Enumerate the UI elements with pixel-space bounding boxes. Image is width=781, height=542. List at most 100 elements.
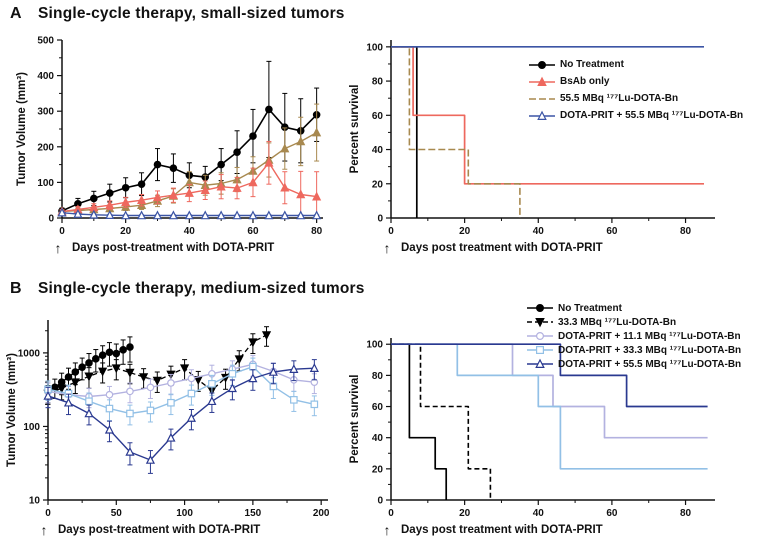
svg-text:0: 0	[388, 226, 394, 237]
series-55-5-mbq-lu-dota-bn	[391, 45, 521, 218]
svg-text:10: 10	[29, 496, 41, 507]
legend-label: DOTA-PRIT + 33.3 MBq ¹⁷⁷Lu-DOTA-Bn	[558, 344, 742, 356]
svg-text:Tumor Volume (mm³): Tumor Volume (mm³)	[6, 353, 18, 467]
series-dota-prit-33-3-mbq-lu-dota-bn	[391, 343, 708, 470]
legend-swatch	[527, 345, 553, 355]
svg-text:20: 20	[120, 226, 132, 237]
svg-text:0: 0	[48, 214, 54, 225]
legend-item-dota-prit-55-5-mbq-lu-dota-bn: DOTA-PRIT + 55.5 MBq ¹⁷⁷Lu-DOTA-Bn	[526, 357, 741, 371]
svg-text:60: 60	[606, 508, 618, 519]
series-bsab-only	[57, 140, 322, 219]
svg-text:80: 80	[372, 371, 384, 382]
legend-item-dota-prit-55-5-mbq-lu-dota-bn: DOTA-PRIT + 55.5 MBq ¹⁷⁷Lu-DOTA-Bn	[528, 107, 743, 124]
svg-text:200: 200	[37, 142, 54, 153]
panel-a-tumor-volume-chart: 0 20 40 60 80 0 100 200 300 400 500 Tumor Volume (m…	[12, 28, 337, 276]
svg-text:40: 40	[533, 508, 545, 519]
legend-item-55-5-mbq-lu-dota-bn: 55.5 MBq ¹⁷⁷Lu-DOTA-Bn	[528, 90, 743, 107]
panel-a-label: A	[10, 5, 22, 22]
svg-text:150: 150	[245, 508, 262, 519]
series-dota-prit-33-3-mbq-lu-dota-bn	[44, 357, 319, 426]
legend-label: DOTA-PRIT + 55.5 MBq ¹⁷⁷Lu-DOTA-Bn	[558, 358, 742, 370]
svg-text:80: 80	[680, 508, 692, 519]
svg-text:↑: ↑	[384, 240, 391, 256]
legend-label: DOTA-PRIT + 55.5 MBq ¹⁷⁷Lu-DOTA-Bn	[560, 110, 744, 121]
svg-text:40: 40	[533, 226, 545, 237]
a-survival-plot: 0 20 40 60 80 0 20 40 60 80 100 Percent survival Day…	[349, 40, 715, 256]
panel-b-label: B	[10, 280, 22, 297]
svg-text:100: 100	[176, 508, 193, 519]
a-volume-plot: 0 20 40 60 80 0 100 200 300 400 500 Tumor Volume (m…	[16, 36, 323, 256]
svg-text:80: 80	[372, 77, 384, 88]
legend-item-33-3-mbq-lu-dota-bn: 33.3 MBq ¹⁷⁷Lu-DOTA-Bn	[526, 315, 741, 329]
svg-text:Days post-treatment with DOTA-: Days post-treatment with DOTA-PRIT	[58, 524, 260, 536]
svg-text:400: 400	[37, 71, 54, 82]
legend-swatch	[527, 358, 553, 368]
svg-text:60: 60	[606, 226, 618, 237]
svg-text:Tumor Volume (mm³): Tumor Volume (mm³)	[16, 72, 28, 186]
legend-item-bsab-only: BsAb only	[528, 73, 743, 90]
svg-text:Percent survival: Percent survival	[349, 85, 361, 174]
panel-b-title: Single-cycle therapy, medium-sized tumor…	[38, 280, 365, 297]
svg-text:60: 60	[372, 111, 384, 122]
legend-label: 33.3 MBq ¹⁷⁷Lu-DOTA-Bn	[558, 316, 677, 328]
svg-text:100: 100	[366, 42, 383, 53]
legend-label: DOTA-PRIT + 11.1 MBq ¹⁷⁷Lu-DOTA-Bn	[558, 330, 741, 342]
svg-text:20: 20	[459, 226, 471, 237]
svg-text:60: 60	[372, 402, 384, 413]
panel-a-legend: No Treatment BsAb only 55.5 MBq ¹⁷⁷Lu-DOTA…	[528, 56, 743, 124]
series-dota-prit-55-5-mbq-lu-dota-bn	[57, 207, 322, 220]
series-33-3-mbq-lu-dota-bn	[43, 326, 272, 405]
legend-label: No Treatment	[560, 59, 624, 70]
panel-b-tumor-volume-chart: 0 50 100 150 200 10 100 1000 Tumor Volume (mm³) D…	[2, 300, 342, 540]
svg-text:300: 300	[37, 107, 54, 118]
svg-text:80: 80	[311, 226, 323, 237]
legend-swatch	[527, 331, 553, 341]
svg-text:Percent survival: Percent survival	[349, 375, 361, 464]
legend-item-no-treatment: No Treatment	[526, 301, 741, 315]
series-dota-prit-55-5-mbq-lu-dota-bn	[391, 343, 708, 408]
legend-label: 55.5 MBq ¹⁷⁷Lu-DOTA-Bn	[560, 93, 679, 104]
panel-b-legend: No Treatment 33.3 MBq ¹⁷⁷Lu-DOTA-Bn DOTA-P…	[526, 301, 741, 371]
svg-text:1000: 1000	[18, 348, 41, 359]
svg-text:500: 500	[37, 36, 54, 47]
svg-text:200: 200	[313, 508, 330, 519]
svg-text:80: 80	[680, 226, 692, 237]
svg-text:100: 100	[23, 422, 40, 433]
legend-swatch	[529, 60, 555, 69]
legend-label: BsAb only	[560, 76, 610, 87]
panel-b-survival-chart: 0 20 40 60 80 0 20 40 60 80 100 Percent survival Day…	[345, 300, 777, 540]
svg-text:0: 0	[59, 226, 65, 237]
b-survival-plot: 0 20 40 60 80 0 20 40 60 80 100 Percent survival Day…	[349, 338, 715, 538]
svg-text:50: 50	[111, 508, 123, 519]
svg-text:Days post treatment with DOTA-: Days post treatment with DOTA-PRIT	[401, 524, 603, 536]
svg-text:60: 60	[247, 226, 259, 237]
legend-item-no-treatment: No Treatment	[528, 56, 743, 73]
svg-text:40: 40	[372, 433, 384, 444]
series-dota-prit-55-5-mbq-lu-dota-bn	[43, 359, 319, 474]
svg-text:↑: ↑	[55, 240, 62, 256]
legend-swatch	[527, 303, 553, 313]
svg-text:0: 0	[388, 508, 394, 519]
legend-swatch	[529, 97, 555, 100]
series-dota-prit-11-1-mbq-lu-dota-bn	[391, 343, 708, 439]
svg-text:100: 100	[366, 340, 383, 351]
legend-item-dota-prit-33-3-mbq-lu-dota-bn: DOTA-PRIT + 33.3 MBq ¹⁷⁷Lu-DOTA-Bn	[526, 343, 741, 357]
svg-text:20: 20	[459, 508, 471, 519]
svg-text:0: 0	[377, 496, 383, 507]
legend-swatch	[529, 76, 555, 86]
panel-a-survival-chart: 0 20 40 60 80 0 20 40 60 80 100 Percent survival Day…	[345, 28, 777, 276]
svg-text:20: 20	[372, 464, 384, 475]
legend-swatch	[527, 317, 553, 328]
svg-text:0: 0	[45, 508, 51, 519]
svg-text:↑: ↑	[384, 522, 391, 538]
svg-text:0: 0	[377, 214, 383, 225]
svg-text:Days post treatment with DOTA-: Days post treatment with DOTA-PRIT	[401, 242, 603, 254]
panel-a-title: Single-cycle therapy, small-sized tumors	[38, 5, 345, 22]
legend-swatch	[529, 110, 555, 120]
series-no-treatment	[391, 343, 448, 500]
svg-text:40: 40	[184, 226, 196, 237]
svg-text:40: 40	[372, 145, 384, 156]
legend-item-dota-prit-11-1-mbq-lu-dota-bn: DOTA-PRIT + 11.1 MBq ¹⁷⁷Lu-DOTA-Bn	[526, 329, 741, 343]
